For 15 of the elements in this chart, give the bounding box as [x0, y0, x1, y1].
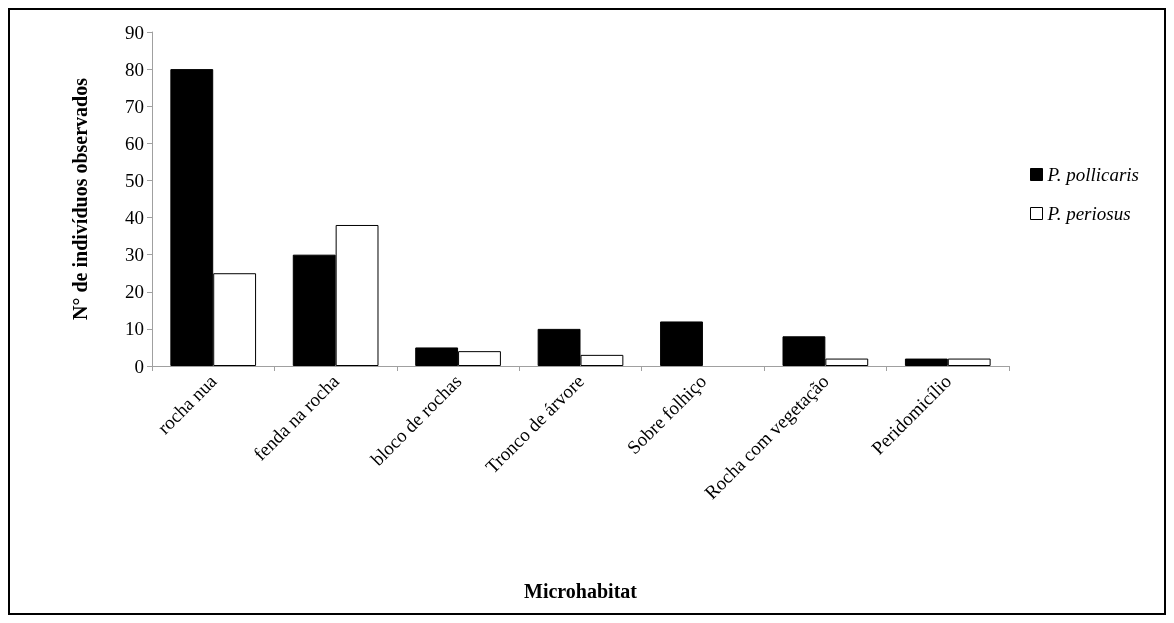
- y-tick-label: 80: [125, 58, 144, 80]
- legend-label: P. periosus: [1046, 203, 1131, 224]
- x-axis-title: Microhabitat: [524, 580, 638, 602]
- legend-label: P. pollicaris: [1046, 164, 1140, 185]
- y-tick-label: 20: [125, 281, 144, 303]
- y-tick-label: 50: [125, 169, 144, 191]
- y-tick-label: 10: [125, 318, 144, 340]
- y-tick-label: 90: [125, 21, 144, 43]
- bar: [660, 321, 703, 366]
- y-tick-label: 70: [125, 95, 144, 117]
- y-tick-label: 30: [125, 244, 144, 266]
- y-tick-label: 0: [134, 355, 144, 377]
- y-axis-title: N° de indivíduos observados: [69, 77, 91, 320]
- y-tick-label: 40: [125, 207, 144, 229]
- y-tick-label: 60: [125, 132, 144, 154]
